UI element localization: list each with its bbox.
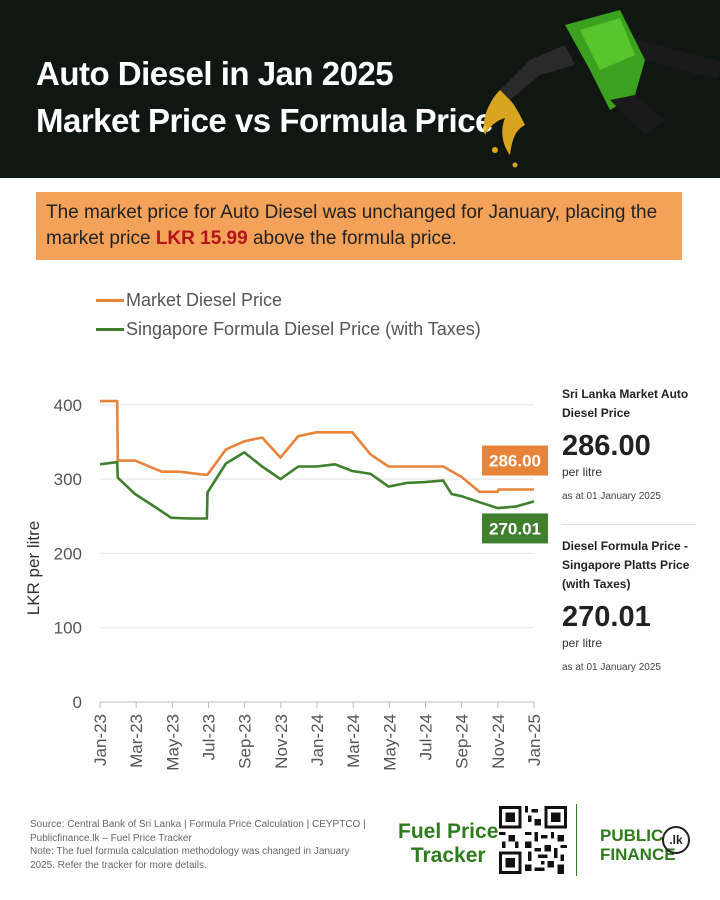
x-tick-label: Jul-24 [417, 714, 436, 760]
data-label-market: 286.00 [482, 445, 548, 476]
tracker-line-2: Tracker [410, 844, 486, 867]
footer-divider [576, 804, 577, 876]
pf-lk-badge: .lk [662, 826, 690, 854]
data-label-formula: 270.01 [482, 513, 548, 544]
series-line-formula [99, 451, 535, 520]
legend-label-market: Market Diesel Price [126, 290, 283, 310]
x-tick-label: Sep-23 [236, 714, 255, 769]
sidebar-divider [562, 524, 696, 525]
data-label-text: 286.00 [489, 452, 541, 471]
x-tick-label: Jan-24 [308, 714, 327, 766]
y-tick-label: 300 [54, 470, 82, 489]
summary-highlight: LKR 15.99 [155, 228, 248, 249]
header-banner: Auto Diesel in Jan 2025 Market Price vs … [0, 0, 720, 178]
data-label-box [482, 445, 548, 476]
y-tick-label: 100 [54, 619, 82, 638]
x-tick-label: May-23 [163, 714, 182, 771]
summary-callout: The market price for Auto Diesel was unc… [36, 192, 682, 260]
market-price-unit: per litre [562, 465, 603, 479]
tracker-line-1: Fuel Price [398, 820, 499, 843]
formula-price-unit: per litre [562, 636, 603, 650]
note-text: Note: The fuel formula calculation metho… [30, 846, 350, 871]
title-line-1: Auto Diesel in Jan 2025 [36, 55, 394, 92]
legend-item-formula: Singapore Formula Diesel Price (with Tax… [96, 315, 481, 344]
x-tick-label: Mar-24 [344, 714, 363, 768]
pf-line-2: FINANCE [600, 845, 676, 864]
formula-price-label: Diesel Formula Price - Singapore Platts … [562, 539, 690, 591]
legend-swatch-market [96, 299, 124, 302]
y-tick-label: 0 [73, 693, 82, 712]
formula-price-date: as at 01 January 2025 [562, 662, 661, 673]
summary-text-before: The market price for Auto Diesel was unc… [46, 202, 658, 249]
legend-item-market: Market Diesel Price [96, 286, 481, 315]
x-tick-label: Nov-24 [489, 714, 508, 769]
market-price-value: 286.00 [562, 430, 651, 462]
data-label-box [482, 513, 548, 544]
footer-source: Source: Central Bank of Sri Lanka | Form… [30, 818, 370, 872]
x-tick-label: May-24 [380, 714, 399, 771]
x-tick-label: Jan-25 [525, 714, 544, 766]
public-finance-logo[interactable]: PUBLIC FINANCE [600, 826, 676, 864]
page-title: Auto Diesel in Jan 2025 Market Price vs … [36, 50, 493, 144]
x-tick-label: Jul-23 [200, 714, 219, 760]
data-label-text: 270.01 [489, 519, 541, 538]
x-tick-label: Mar-23 [127, 714, 146, 768]
y-axis-label: LKR per litre [24, 521, 43, 615]
summary-text-after: above the formula price. [247, 228, 457, 249]
x-tick-label: Nov-23 [272, 714, 291, 769]
series-line-market [100, 399, 534, 494]
x-tick-label: Jan-23 [91, 714, 110, 766]
x-tick-label: Sep-24 [453, 714, 472, 769]
line-chart: 0 100 200 300 400 LKR per litre Jan-23 Mar-23 Ma… [24, 396, 548, 771]
legend-swatch-formula [96, 328, 124, 331]
fuel-nozzle-icon [483, 10, 720, 168]
chart-legend: Market Diesel Price Singapore Formula Di… [96, 286, 481, 344]
y-tick-label: 400 [54, 396, 82, 415]
legend-label-formula: Singapore Formula Diesel Price (with Tax… [126, 319, 481, 339]
pf-line-1: PUBLIC [600, 826, 664, 845]
market-price-label: Sri Lanka Market Auto Diesel Price [562, 387, 689, 420]
formula-price-value: 270.01 [562, 601, 651, 633]
fuel-price-tracker-logo[interactable]: Fuel Price Tracker [398, 820, 498, 868]
title-line-2: Market Price vs Formula Price [36, 102, 493, 139]
source-text: Source: Central Bank of Sri Lanka | Form… [30, 819, 366, 844]
market-price-date: as at 01 January 2025 [562, 491, 661, 502]
sidebar-panel: Sri Lanka Market Auto Diesel Price 286.0… [562, 385, 702, 673]
qr-code-icon[interactable] [499, 806, 567, 874]
y-tick-label: 200 [54, 544, 82, 563]
